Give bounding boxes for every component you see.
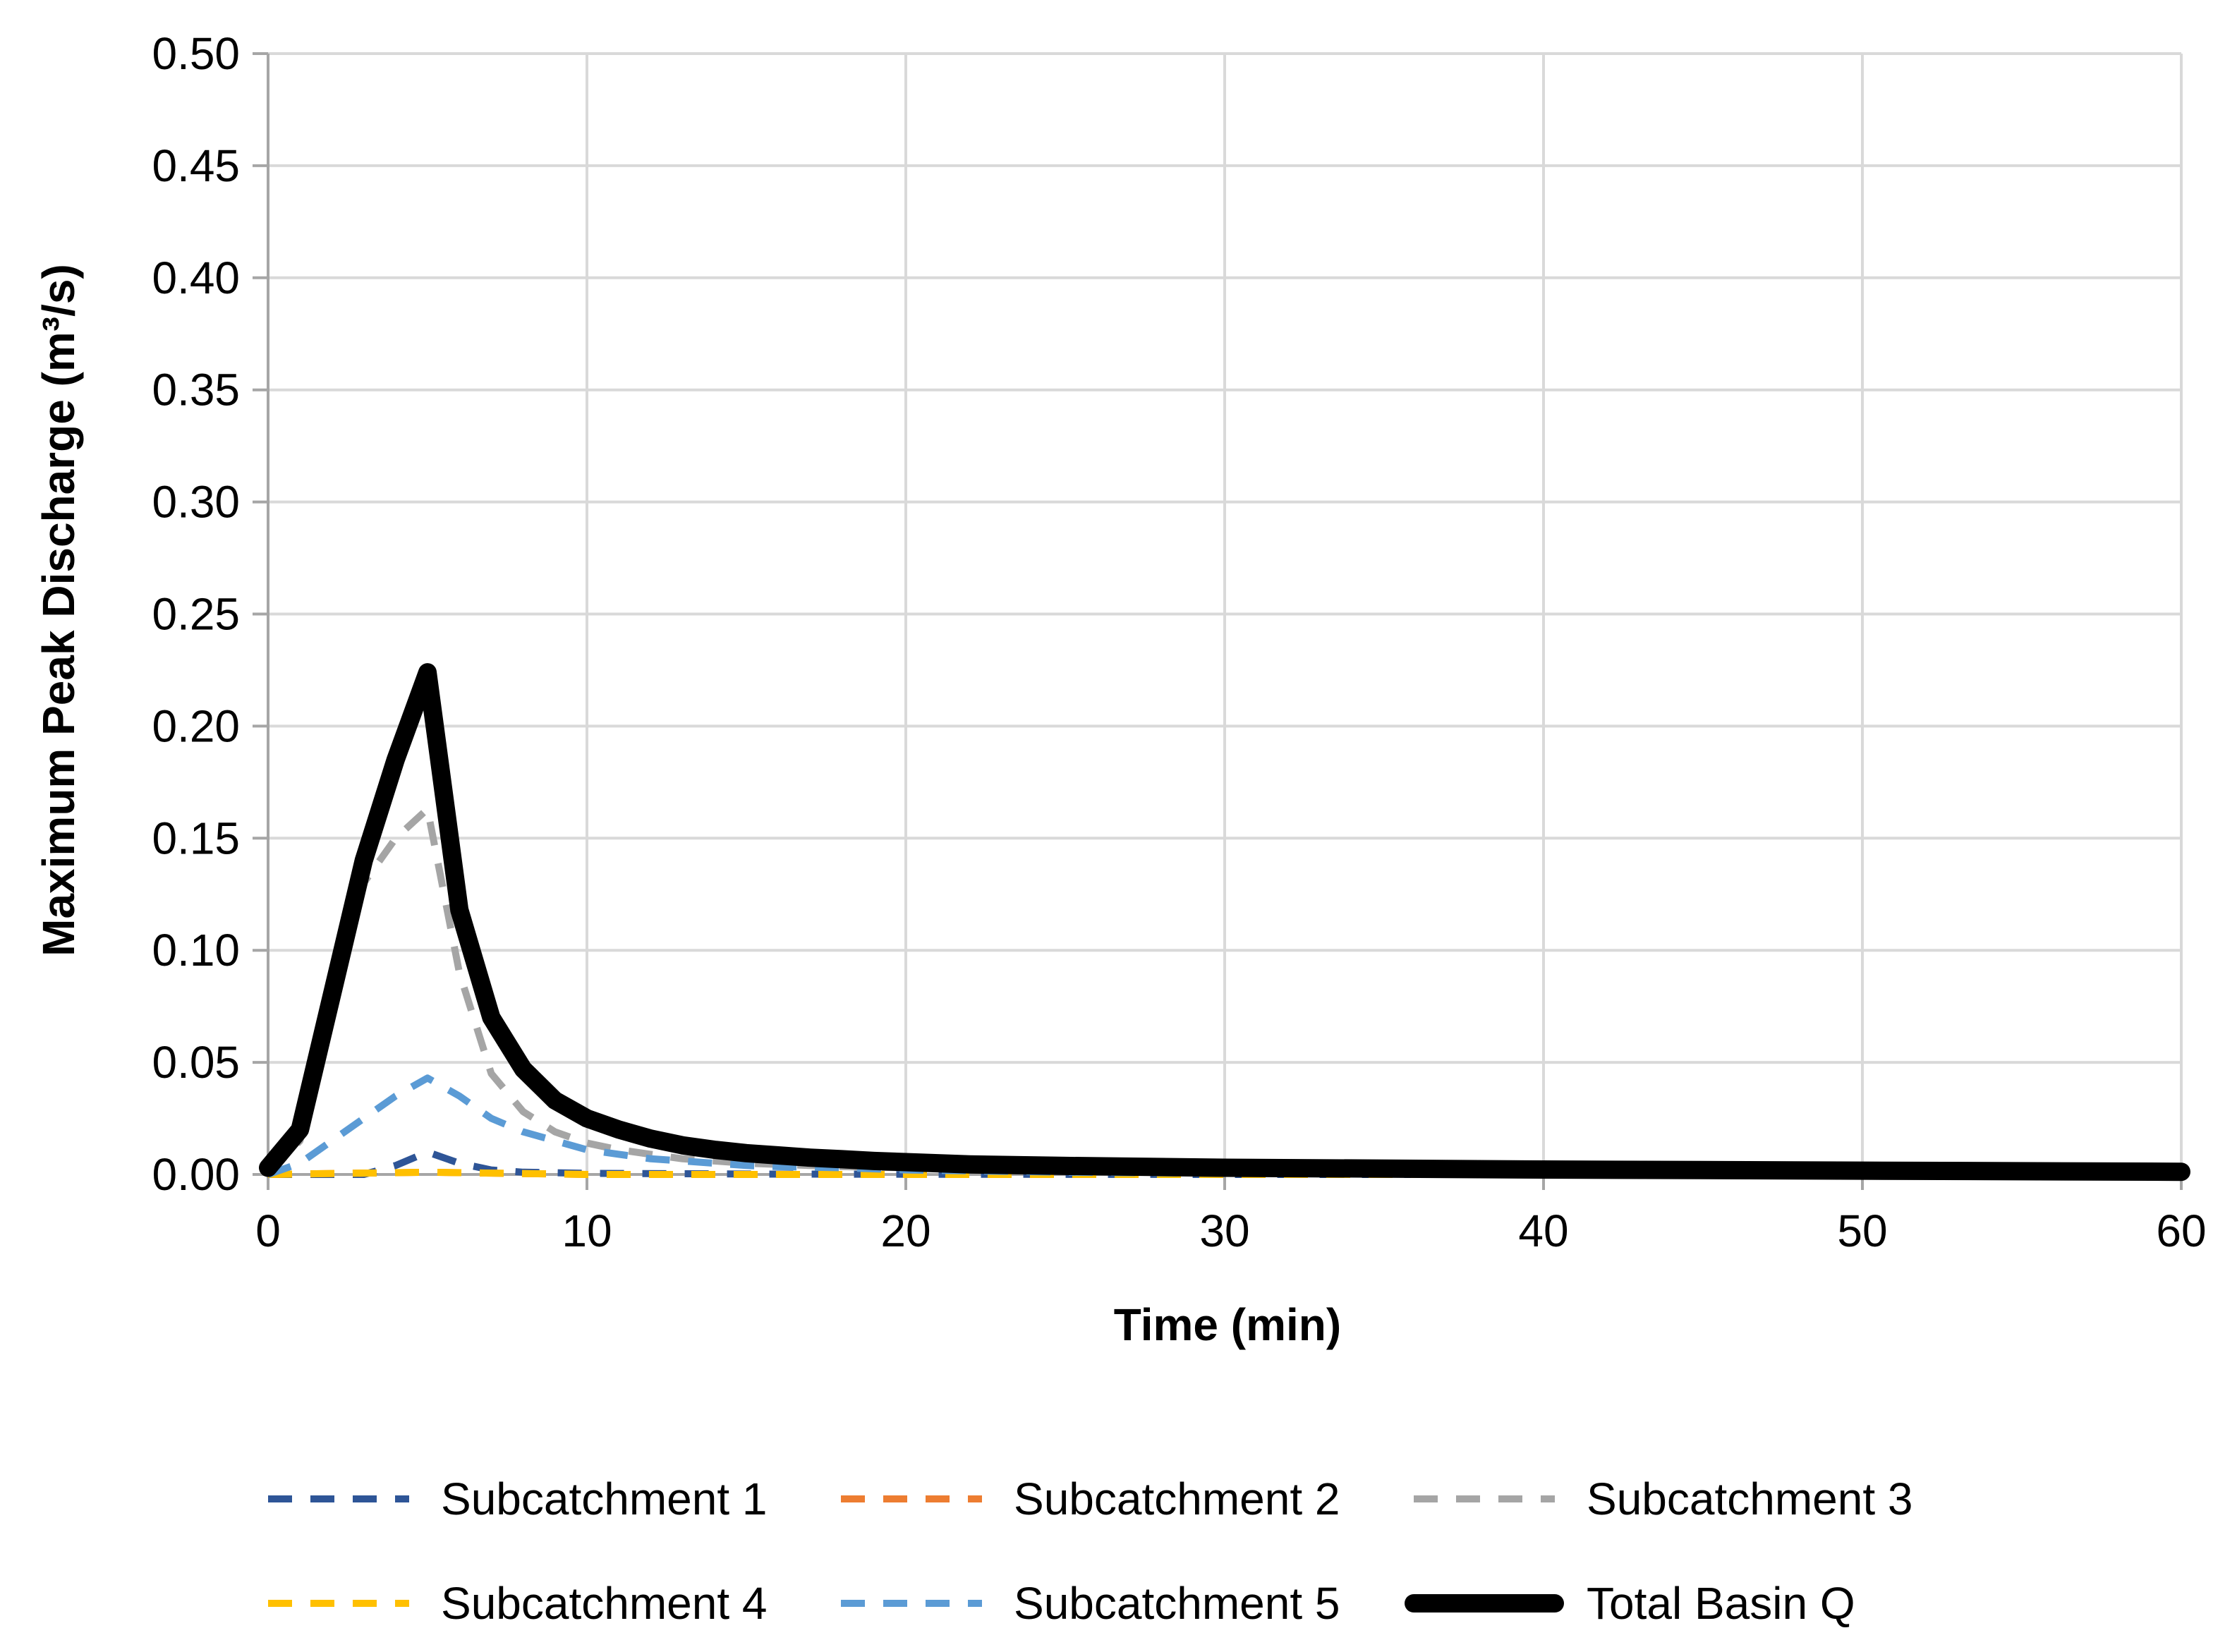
y-tick-label: 0.05	[152, 1037, 240, 1088]
y-tick-label: 0.40	[152, 253, 240, 303]
legend-label-subcatchment-3: Subcatchment 3	[1587, 1474, 1913, 1524]
y-axis-label: Maximum Peak Discharge (m³/s)	[33, 264, 84, 956]
x-tick-label: 30	[1199, 1205, 1249, 1256]
legend-label-subcatchment-5: Subcatchment 5	[1014, 1578, 1340, 1629]
series-line-subcatchment-1	[268, 1148, 2181, 1178]
legend-label-total-basin-q: Total Basin Q	[1587, 1578, 1855, 1629]
y-tick-label: 0.20	[152, 700, 240, 751]
legend-label-subcatchment-2: Subcatchment 2	[1014, 1474, 1340, 1524]
x-tick-label: 60	[2156, 1205, 2206, 1256]
x-tick-label: 50	[1837, 1205, 1887, 1256]
y-tick-label: 0.10	[152, 925, 240, 976]
x-tick-label: 20	[880, 1205, 930, 1256]
axes	[253, 52, 2183, 1190]
y-tick-label: 0.45	[152, 140, 240, 191]
x-tick-label: 40	[1518, 1205, 1568, 1256]
series-lines	[259, 663, 2190, 1182]
x-tick-label: 0	[255, 1205, 281, 1256]
y-tick-label: 0.35	[152, 365, 240, 415]
series-line-total-basin-q	[259, 663, 2190, 1182]
y-tick-label: 0.00	[152, 1149, 240, 1200]
y-tick-label: 0.30	[152, 477, 240, 528]
legend-label-subcatchment-1: Subcatchment 1	[441, 1474, 768, 1524]
y-tick-label: 0.50	[152, 28, 240, 79]
tick-labels: 0.00 0.05 0.10 0.15 0.20 0.25 0.30 0.35 0.40 0.45…	[152, 28, 2206, 1256]
legend: Subcatchment 1 Subcatchment 2 Subcatchment…	[268, 1474, 1913, 1629]
x-tick-label: 10	[562, 1205, 612, 1256]
gridlines	[268, 52, 2183, 1174]
x-axis-label: Time (min)	[1114, 1299, 1341, 1350]
legend-label-subcatchment-4: Subcatchment 4	[441, 1578, 768, 1629]
y-tick-label: 0.15	[152, 813, 240, 863]
y-tick-label: 0.25	[152, 589, 240, 640]
